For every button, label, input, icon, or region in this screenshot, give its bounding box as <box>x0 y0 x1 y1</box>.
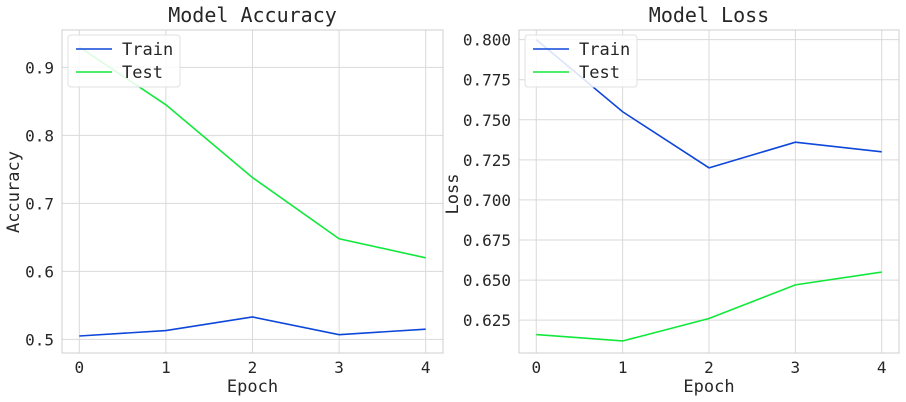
x-tick-label: 2 <box>704 358 714 377</box>
x-tick-label: 4 <box>421 358 431 377</box>
legend-label: Test <box>122 63 163 83</box>
legend-label: Train <box>579 40 630 60</box>
x-tick-label: 0 <box>74 358 84 377</box>
legend-box <box>524 34 638 88</box>
y-tick-label: 0.8 <box>25 126 54 145</box>
y-tick-label: 0.725 <box>463 151 511 170</box>
gridlines <box>61 29 444 354</box>
plot-frame <box>61 29 444 354</box>
x-axis-label: Epoch <box>227 377 278 397</box>
x-tick-label: 3 <box>334 358 344 377</box>
series-line-train <box>79 316 426 337</box>
legend: Train Test <box>524 34 638 88</box>
y-tick-label: 0.6 <box>25 262 54 281</box>
y-tick-label: 0.700 <box>463 191 511 210</box>
chart-title: Model Accuracy <box>168 3 337 27</box>
x-tick-label: 1 <box>618 358 628 377</box>
y-tick-label: 0.750 <box>463 111 511 130</box>
series-line-train <box>535 39 882 169</box>
y-axis-label: Accuracy <box>4 151 24 233</box>
x-tick-label: 1 <box>161 358 171 377</box>
y-tick-label: 0.5 <box>25 330 54 349</box>
y-tick-label: 0.7 <box>25 194 54 213</box>
y-tick-label: 0.650 <box>463 271 511 290</box>
chart-title: Model Loss <box>649 3 769 27</box>
x-tick-label: 0 <box>531 358 541 377</box>
legend: Train Test <box>67 34 181 88</box>
legend-box <box>67 34 181 88</box>
y-tick-label: 0.625 <box>463 311 511 330</box>
legend-label: Train <box>122 40 173 60</box>
x-tick-label: 2 <box>248 358 258 377</box>
legend-label: Test <box>579 63 620 83</box>
x-tick-label: 4 <box>877 358 887 377</box>
series-line-test <box>536 271 882 342</box>
y-tick-label: 0.800 <box>463 31 511 50</box>
y-tick-label: 0.775 <box>463 71 511 90</box>
y-axis-label: Loss <box>443 174 463 215</box>
accuracy-chart: Model Accuracy Epoch Accuracy 0 1 2 3 4 0.5 0.… <box>4 3 444 397</box>
y-tick-label: 0.675 <box>463 231 511 250</box>
x-tick-label: 3 <box>791 358 801 377</box>
y-tick-label: 0.9 <box>25 58 54 77</box>
plot-frame <box>518 29 900 354</box>
x-axis-label: Epoch <box>683 377 734 397</box>
loss-chart: Model Loss Epoch Loss 0 1 2 3 4 0.625 0.650 0.6… <box>443 3 900 397</box>
